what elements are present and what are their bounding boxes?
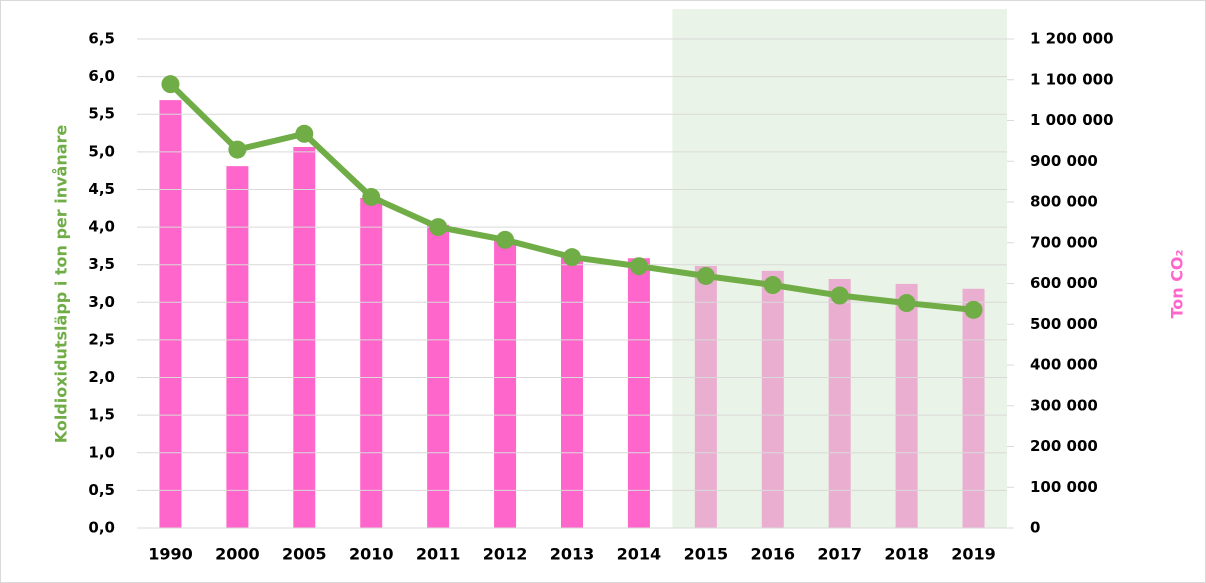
- y-axis-title: Koldioxidutsläpp i ton per invånare: [52, 125, 71, 444]
- line-marker: [429, 218, 448, 237]
- line-marker: [629, 257, 648, 276]
- x-tick-label: 2015: [684, 545, 729, 564]
- y-tick-label: 2,5: [88, 330, 115, 348]
- line-marker: [228, 140, 247, 159]
- y2-tick-label: 600 000: [1030, 274, 1098, 292]
- y-tick-label: 5,0: [88, 142, 115, 160]
- y2-tick-label: 800 000: [1030, 193, 1098, 211]
- y2-tick-label: 1 200 000: [1030, 30, 1114, 48]
- line-marker: [295, 124, 314, 143]
- bar: [360, 197, 383, 529]
- x-tick-label: 2010: [349, 545, 394, 564]
- y2-tick-label: 1 100 000: [1030, 70, 1114, 88]
- line-marker: [830, 286, 849, 305]
- x-tick-label: 2012: [483, 545, 528, 564]
- bar: [293, 146, 316, 529]
- y-tick-label: 4,5: [88, 180, 115, 198]
- y2-tick-label: 700 000: [1030, 233, 1098, 251]
- highlight-region: [672, 9, 1007, 528]
- line-marker: [161, 75, 180, 94]
- y-tick-label: 6,5: [88, 30, 115, 48]
- x-tick-label: 2014: [617, 545, 662, 564]
- line-marker: [496, 230, 515, 249]
- y2-tick-label: 200 000: [1030, 437, 1098, 455]
- bar: [494, 239, 517, 528]
- bar: [159, 100, 182, 528]
- line-marker: [897, 294, 916, 313]
- y2-tick-label: 500 000: [1030, 315, 1098, 333]
- bar: [627, 258, 650, 528]
- x-tick-label: 2000: [215, 545, 260, 564]
- y2-tick-label: 300 000: [1030, 396, 1098, 414]
- y-tick-label: 1,5: [88, 406, 115, 424]
- bar: [427, 224, 450, 528]
- x-tick-label: 2011: [416, 545, 461, 564]
- bar: [561, 256, 583, 528]
- x-tick-label: 1990: [148, 545, 193, 564]
- y-tick-label: 2,0: [88, 368, 115, 386]
- line-marker: [964, 300, 983, 319]
- y2-tick-label: 100 000: [1030, 478, 1098, 496]
- x-tick-label: 2005: [282, 545, 327, 564]
- y-tick-label: 1,0: [88, 443, 115, 461]
- y2-tick-label: 1 000 000: [1030, 111, 1114, 129]
- y2-tick-label: 900 000: [1030, 152, 1098, 170]
- line-marker: [563, 248, 581, 267]
- y-tick-label: 6,0: [88, 67, 115, 85]
- y-tick-label: 4,0: [88, 218, 115, 236]
- x-tick-label: 2017: [817, 545, 862, 564]
- x-tick-label: 2018: [884, 545, 929, 564]
- y2-tick-label: 0: [1030, 519, 1040, 537]
- bar: [226, 166, 249, 528]
- line-marker: [362, 187, 381, 206]
- y-tick-label: 0,5: [88, 481, 115, 499]
- x-tick-label: 2016: [751, 545, 796, 564]
- y2-tick-label: 400 000: [1030, 356, 1098, 374]
- y-tick-label: 0,0: [88, 519, 115, 537]
- x-tick-label: 2013: [550, 545, 595, 564]
- y2-axis-title: Ton CO₂: [1168, 249, 1187, 318]
- line-marker: [763, 276, 782, 295]
- x-tick-label: 2019: [951, 545, 996, 564]
- y-tick-label: 3,5: [88, 255, 115, 273]
- y-tick-label: 5,5: [88, 105, 115, 123]
- y-tick-label: 3,0: [88, 293, 115, 311]
- line-marker: [696, 266, 715, 285]
